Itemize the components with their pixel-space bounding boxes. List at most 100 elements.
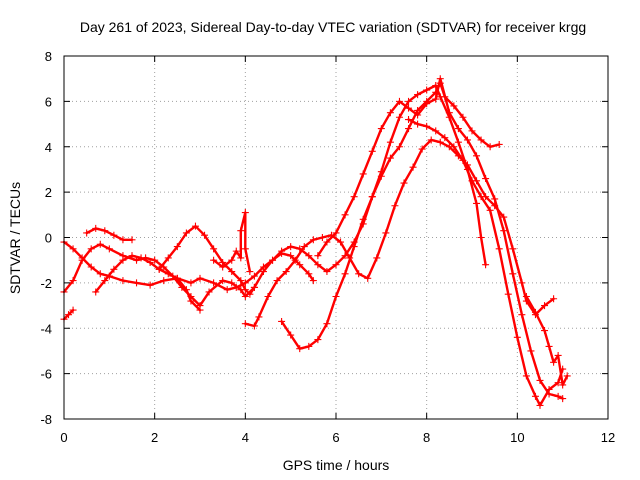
data-point [219,277,227,285]
data-point [486,143,494,151]
data-point [341,211,349,219]
series-arc-3 [60,81,490,294]
data-point [250,272,258,280]
data-point [105,245,113,253]
data-point [545,386,553,394]
data-point [522,292,530,300]
data-point [382,229,390,237]
data-point [473,152,481,160]
data-point [373,254,381,262]
data-point [332,261,340,269]
data-point [201,231,209,239]
data-point [205,288,213,296]
data-point [264,292,272,300]
series-line [280,82,501,350]
data-point [522,372,530,380]
data-point [395,97,403,105]
data-point [359,215,367,223]
data-point [69,277,77,285]
data-point [423,122,431,130]
data-point [128,236,136,244]
data-point [405,97,413,105]
data-point [133,279,141,287]
data-point [364,274,372,282]
data-point [305,252,313,260]
data-point [164,270,172,278]
data-point [92,288,100,296]
series-arc-11 [405,116,567,409]
data-point [454,138,462,146]
data-point [237,277,245,285]
data-point [518,279,526,287]
data-point [196,274,204,282]
data-point [441,134,449,142]
grid [64,56,608,419]
data-point [463,136,471,144]
data-point [459,113,467,121]
data-point [173,274,181,282]
data-point [309,236,317,244]
data-point [482,261,490,269]
x-tick-label: 0 [60,430,67,445]
data-point [278,247,286,255]
y-tick-label: 2 [45,185,52,200]
x-tick-label: 10 [510,430,524,445]
data-point [96,270,104,278]
data-point [273,277,281,285]
data-point [187,279,195,287]
data-point [414,120,422,128]
series-line [525,295,569,387]
data-point [500,227,508,235]
data-point [450,143,458,151]
data-point [96,240,104,248]
data-point [101,227,109,235]
data-point [554,392,562,400]
data-point [287,252,295,260]
data-point [541,302,549,310]
data-point [83,229,91,237]
data-point [259,263,267,271]
data-point [223,286,231,294]
data-point [241,245,249,253]
data-point [250,283,258,291]
data-point [332,229,340,237]
y-tick-label: -2 [40,276,52,291]
series-arc-9 [278,79,503,353]
data-point [323,238,331,246]
data-point [296,261,304,269]
data-point [110,265,118,273]
data-point [173,243,181,251]
x-tick-label: 6 [332,430,339,445]
data-point [545,342,553,350]
data-point [359,170,367,178]
data-point [504,290,512,298]
data-point [182,286,190,294]
data-point [323,320,331,328]
data-point [232,283,240,291]
data-point [350,243,358,251]
data-point [287,331,295,339]
data-point [418,145,426,153]
data-point [468,127,476,135]
series-arc-12 [522,292,571,389]
data-point [536,401,544,409]
data-point [151,256,159,264]
data-point [450,102,458,110]
y-tick-label: -6 [40,367,52,382]
data-point [210,279,218,287]
series-arc-4 [83,224,136,244]
data-point [550,358,558,366]
data-point [541,327,549,335]
data-point [182,229,190,237]
data-point [559,395,567,403]
data-point [228,268,236,276]
data-point [531,308,539,316]
data-point [323,268,331,276]
x-tick-label: 4 [242,430,249,445]
data-point [491,195,499,203]
data-point [110,231,118,239]
data-point [287,243,295,251]
data-point [237,254,245,262]
data-point [337,238,345,246]
data-point [210,256,218,264]
